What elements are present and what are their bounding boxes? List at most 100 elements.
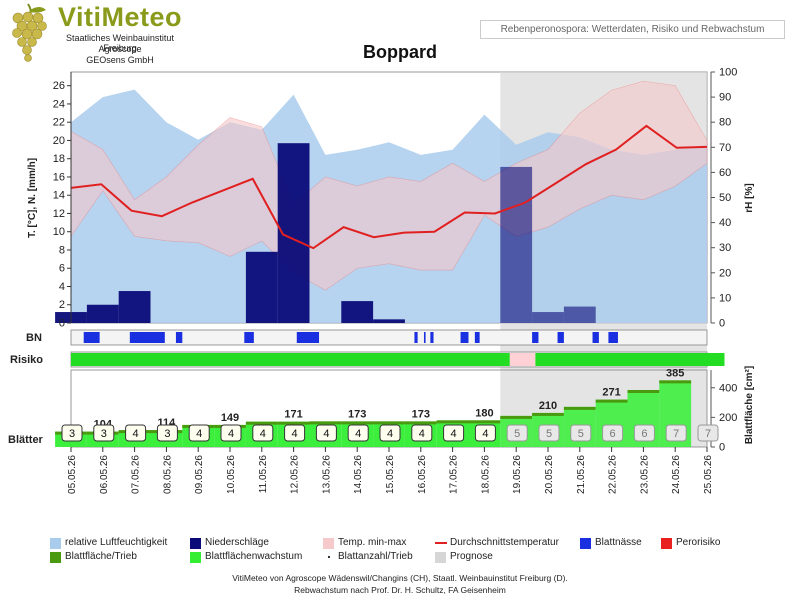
leaf-area-bar-top	[341, 421, 374, 425]
leaf-count-box	[602, 424, 624, 442]
date-label: 07.05.26	[131, 455, 142, 494]
legend-label-forecast: Prognose	[450, 551, 493, 562]
leaf-count-label: 4	[228, 428, 234, 440]
date-label: 13.05.26	[321, 455, 332, 494]
date-label: 14.05.26	[353, 455, 364, 494]
grape-icon	[12, 3, 47, 62]
leaf-count-box	[411, 424, 433, 442]
left-axis-tick-label: 0	[59, 318, 65, 330]
precip-bar	[500, 166, 533, 323]
bottom-right-axis-label: Blattfläche [cm²]	[744, 366, 755, 444]
precip-bar	[86, 304, 119, 323]
date-label: 19.05.26	[512, 455, 523, 494]
right-axis-tick-label: 80	[719, 117, 731, 129]
mean-temp-line	[70, 124, 708, 250]
date-label: 06.05.26	[99, 455, 110, 494]
leaf-count-box	[665, 424, 687, 442]
leaf-area-bar-top	[277, 421, 310, 425]
leaf-wetness-bar	[557, 332, 564, 343]
leaf-count-label: 7	[705, 428, 711, 440]
leaf-area-label: 173	[412, 408, 430, 420]
leaf-area-label: 171	[284, 409, 302, 421]
left-axis-tick-label: 22	[53, 117, 65, 129]
date-label: 12.05.26	[290, 455, 301, 494]
leaf-wetness-bar	[136, 332, 165, 343]
leaf-area-bar-top	[532, 412, 564, 416]
legend-label-leaf_area: Blattfläche/Trieb	[65, 551, 137, 562]
leaf-area-bar-top	[659, 380, 692, 384]
legend-swatch-temp_line	[435, 542, 447, 544]
date-label: 10.05.26	[226, 455, 237, 494]
brand-logo: VitiMeteo Staatliches Weinbauinstitut Fr…	[8, 2, 203, 65]
date-label: 17.05.26	[449, 455, 460, 494]
date-label: 16.05.26	[417, 455, 428, 494]
leaf-area-label: 149	[221, 412, 239, 424]
date-label: 23.05.26	[639, 455, 650, 494]
left-axis-tick-label: 20	[53, 135, 65, 147]
legend-label-risk: Perorisiko	[676, 537, 721, 548]
legend-swatch-forecast	[435, 552, 446, 563]
leaf-count-label: 3	[101, 428, 107, 440]
leaf-count-box	[188, 424, 210, 442]
legend-label-precip: Niederschläge	[205, 537, 269, 548]
footer-line-2: Rebwachstum nach Prof. Dr. H. Schultz, F…	[294, 585, 506, 595]
leaf-area-label: 180	[475, 407, 493, 419]
brand-line-3: GEOsens GmbH	[86, 55, 154, 65]
leaf-count-box	[474, 424, 496, 442]
legend-swatch-leaf_growth	[190, 552, 201, 563]
leaf-count-label: 4	[292, 428, 298, 440]
leaf-wetness-bar	[423, 332, 426, 343]
left-axis-tick-label: 12	[53, 208, 65, 220]
leaf-count-box	[379, 424, 401, 442]
bottom-right-axis-tick-label: 0	[719, 442, 725, 454]
right-axis-tick-label: 30	[719, 242, 731, 254]
leaf-count-box	[220, 424, 242, 442]
leaf-count-label: 4	[419, 428, 425, 440]
leaf-area-bar-top	[500, 415, 533, 419]
date-label: 08.05.26	[162, 455, 173, 494]
leaf-wetness-bar	[83, 332, 100, 343]
header-box: Rebenperonospora: Wetterdaten, Risiko un…	[480, 20, 785, 39]
left-axis-tick-label: 16	[53, 171, 65, 183]
right-axis-tick-label: 0	[719, 318, 725, 330]
legend-label-leaf_growth: Blattflächenwachstum	[205, 551, 303, 562]
right-axis-label: rH [%]	[744, 183, 755, 212]
risk-pink-range	[509, 353, 536, 366]
precip-bar	[341, 301, 374, 323]
leaf-count-label: 5	[578, 428, 584, 440]
right-axis-tick-label: 90	[719, 92, 731, 104]
legend-swatch-humidity	[50, 538, 61, 549]
leaf-count-box	[315, 424, 337, 442]
legend-label-temp_line: Durchschnittstemperatur	[450, 537, 559, 548]
leaf-count-label: 6	[641, 428, 647, 440]
left-axis-tick-label: 24	[53, 98, 65, 110]
left-axis-tick-label: 8	[59, 244, 65, 256]
leaf-wetness-bar	[296, 332, 320, 343]
date-label: 05.05.26	[67, 455, 78, 494]
leaf-count-box	[538, 424, 560, 442]
bottom-right-axis-tick-label: 200	[719, 412, 737, 424]
left-axis-tick-label: 10	[53, 226, 65, 238]
leaf-area-label: 385	[666, 367, 684, 379]
leaves-row-label: Blätter	[8, 434, 44, 446]
leaf-area-label: 173	[348, 408, 366, 420]
leaf-count-label: 3	[69, 428, 75, 440]
right-axis-tick-label: 40	[719, 217, 731, 229]
date-label: 21.05.26	[576, 455, 587, 494]
risk-green-range	[535, 353, 725, 366]
bn-row	[70, 329, 708, 346]
left-axis-label: T. [°C], N. [mm/h]	[27, 158, 38, 238]
risk-row-label: Risiko	[10, 354, 43, 366]
date-label: 24.05.26	[671, 455, 682, 494]
leaf-wetness-bar	[474, 332, 480, 343]
legend-swatch-temp_band	[323, 538, 334, 549]
leaf-wetness-bar	[608, 332, 618, 343]
leaf-count-box	[156, 424, 178, 442]
leaf-wetness-bar	[175, 332, 183, 343]
precip-bar	[245, 251, 278, 323]
leaf-area-bar-top	[309, 421, 342, 425]
leaf-area-bar-top	[436, 420, 469, 424]
right-axis-tick-label: 70	[719, 142, 731, 154]
leaf-count-box	[697, 424, 719, 442]
